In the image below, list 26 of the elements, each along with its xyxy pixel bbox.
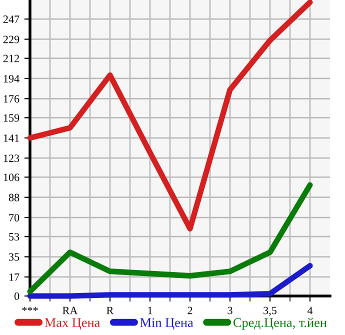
y-tick-label: 35	[9, 253, 20, 261]
y-tick-label: 0	[14, 292, 20, 300]
legend-label: Max Цена	[44, 318, 100, 330]
x-tick-label: 2	[188, 306, 192, 314]
y-tick-label: 194	[4, 74, 20, 82]
x-tick-label: 3	[228, 306, 232, 314]
y-tick-label: 88	[8, 194, 20, 202]
y-tick-label: 141	[4, 134, 19, 142]
legend-label: Сред.Цена, т.йен	[233, 318, 327, 330]
y-tick-label: 159	[4, 114, 20, 122]
x-tick-label: 3,5	[264, 306, 277, 316]
y-tick-label: 106	[4, 174, 20, 182]
x-tick-label: R	[106, 306, 114, 314]
y-tick-label: 247	[3, 16, 20, 23]
y-tick-label: 53	[9, 233, 20, 241]
x-tick-label: 1	[148, 306, 152, 314]
y-tick-label: 229	[3, 36, 20, 44]
y-tick-label: 17	[9, 273, 20, 281]
x-tick-label: RA	[62, 306, 78, 314]
x-tick-label: 4	[307, 306, 313, 314]
x-tick-label: ***	[22, 306, 38, 311]
legend-label: Min Цена	[140, 318, 194, 330]
y-tick-label: 70	[9, 214, 20, 222]
y-tick-label: 212	[3, 54, 19, 62]
y-tick-label: 123	[4, 154, 20, 162]
y-tick-label: 176	[4, 95, 20, 103]
